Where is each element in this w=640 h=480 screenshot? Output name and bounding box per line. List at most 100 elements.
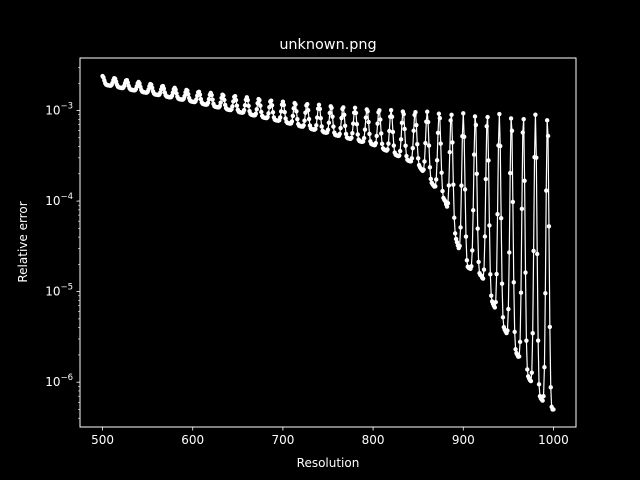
data-point bbox=[535, 251, 540, 257]
data-point bbox=[544, 118, 550, 123]
data-point bbox=[547, 324, 553, 330]
data-point bbox=[483, 176, 489, 182]
data-point bbox=[349, 135, 354, 141]
data-point bbox=[363, 115, 369, 120]
data-point bbox=[399, 120, 405, 126]
data-point bbox=[209, 92, 214, 98]
data-point bbox=[434, 177, 439, 182]
data-point bbox=[331, 124, 336, 129]
data-point bbox=[338, 125, 343, 131]
data-point bbox=[439, 170, 444, 175]
data-point bbox=[326, 120, 332, 125]
x-tick-label: 700 bbox=[271, 433, 294, 447]
data-point bbox=[509, 128, 515, 133]
data-point bbox=[173, 87, 178, 92]
data-point bbox=[517, 339, 523, 345]
data-point bbox=[541, 394, 546, 399]
data-point bbox=[314, 123, 319, 128]
data-point bbox=[281, 102, 287, 108]
y-tick-label: 10−3 bbox=[45, 102, 73, 118]
data-point bbox=[390, 129, 396, 135]
data-point bbox=[423, 140, 428, 146]
data-point bbox=[482, 234, 488, 239]
data-point bbox=[341, 105, 346, 110]
data-point bbox=[339, 115, 344, 121]
data-point bbox=[283, 116, 288, 121]
data-point bbox=[373, 140, 378, 146]
data-point bbox=[513, 347, 518, 352]
data-point bbox=[306, 116, 312, 122]
data-point bbox=[540, 398, 545, 403]
data-point bbox=[458, 225, 463, 230]
data-point bbox=[270, 110, 276, 115]
data-point bbox=[436, 111, 442, 116]
data-point bbox=[282, 109, 287, 115]
data-point bbox=[389, 114, 395, 120]
data-point bbox=[354, 122, 360, 127]
data-point bbox=[520, 130, 525, 135]
data-point bbox=[404, 153, 409, 159]
data-point bbox=[498, 216, 504, 221]
data-point bbox=[544, 188, 549, 193]
y-axis: 10−6 10−5 10−4 10−3 bbox=[45, 66, 80, 419]
data-point bbox=[305, 102, 310, 107]
data-point bbox=[342, 123, 348, 129]
data-point bbox=[447, 149, 452, 155]
data-point bbox=[386, 141, 391, 146]
data-point bbox=[488, 272, 493, 277]
data-point bbox=[457, 243, 462, 249]
data-point bbox=[269, 103, 275, 108]
data-point bbox=[350, 131, 355, 136]
data-point bbox=[387, 128, 392, 134]
data-point bbox=[445, 201, 451, 206]
data-point bbox=[437, 115, 443, 121]
data-point bbox=[403, 143, 408, 148]
data-point bbox=[294, 109, 299, 114]
data-point bbox=[351, 121, 356, 126]
data-point bbox=[319, 124, 324, 129]
data-point bbox=[426, 143, 432, 148]
data-point bbox=[330, 114, 335, 119]
data-point bbox=[522, 178, 527, 183]
data-point bbox=[507, 170, 513, 176]
data-point bbox=[290, 113, 296, 119]
data-point bbox=[548, 385, 553, 390]
data-point bbox=[205, 100, 211, 105]
data-point bbox=[533, 112, 538, 117]
data-point bbox=[512, 329, 517, 335]
data-point bbox=[391, 143, 397, 148]
data-point bbox=[435, 130, 441, 136]
data-point bbox=[409, 156, 415, 161]
data-point bbox=[451, 182, 456, 187]
data-point bbox=[206, 96, 212, 102]
data-point bbox=[245, 97, 250, 103]
data-point bbox=[521, 116, 526, 122]
data-point bbox=[379, 131, 384, 136]
data-point bbox=[242, 103, 248, 108]
data-point bbox=[367, 131, 372, 137]
data-point bbox=[535, 338, 541, 343]
data-point bbox=[289, 119, 295, 124]
data-point bbox=[352, 105, 358, 111]
data-point bbox=[530, 330, 535, 336]
data-point bbox=[497, 111, 502, 117]
data-point bbox=[401, 111, 406, 117]
x-axis: 500 600 700 800 900 1000 bbox=[91, 427, 569, 447]
data-point bbox=[415, 156, 421, 161]
data-point bbox=[425, 119, 431, 125]
data-point bbox=[246, 103, 251, 109]
data-point bbox=[551, 407, 556, 412]
data-point bbox=[472, 114, 478, 119]
data-point bbox=[397, 148, 403, 154]
x-tick-label: 500 bbox=[91, 433, 114, 447]
data-point bbox=[486, 158, 491, 163]
data-point bbox=[493, 299, 498, 305]
y-tick-label: 10−5 bbox=[45, 283, 73, 299]
data-point bbox=[413, 110, 418, 115]
data-point bbox=[125, 80, 130, 85]
data-point bbox=[506, 306, 511, 312]
data-point bbox=[415, 141, 420, 147]
data-point bbox=[234, 103, 240, 108]
data-point bbox=[484, 124, 489, 129]
